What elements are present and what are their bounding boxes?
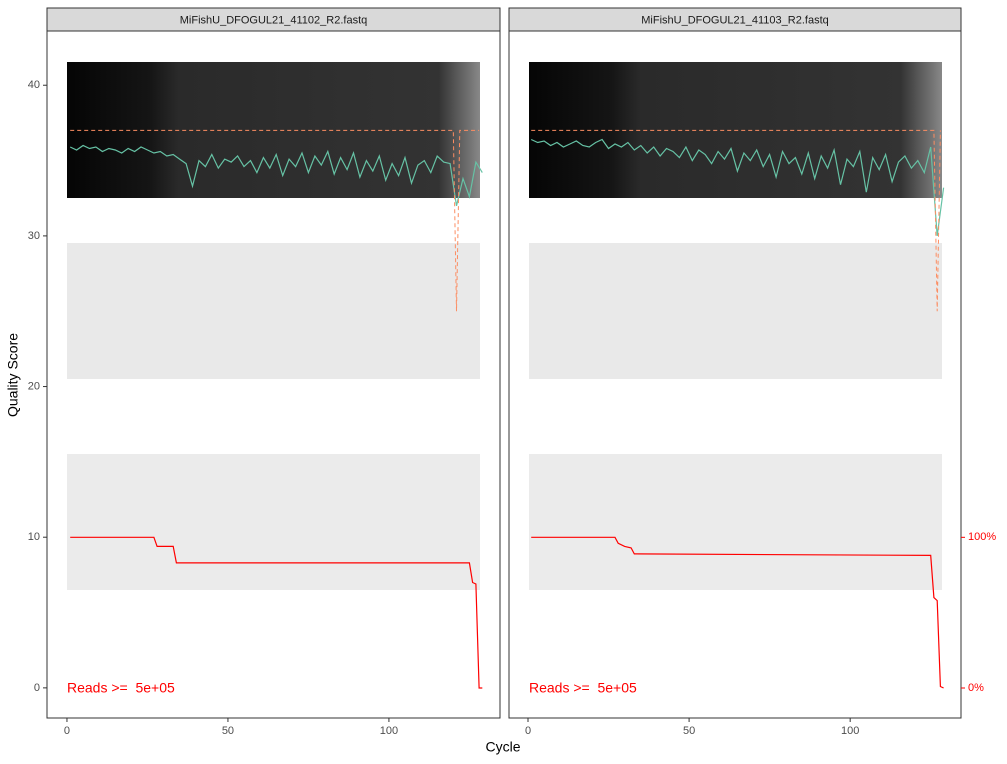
heat-band xyxy=(67,243,480,379)
series-line xyxy=(70,129,480,312)
y-tick-label: 40 xyxy=(28,79,40,91)
heat-band xyxy=(529,454,942,590)
y-tick-label: 20 xyxy=(28,380,40,392)
y2-tick-label: 100% xyxy=(968,531,996,543)
series-line xyxy=(70,536,483,689)
x-tick-label: 0 xyxy=(525,725,531,737)
x-tick-label: 100 xyxy=(380,725,398,737)
series-line xyxy=(531,129,941,312)
heat-band xyxy=(529,243,942,379)
x-axis-title: Cycle xyxy=(485,739,520,755)
series-line xyxy=(530,138,945,236)
x-tick-label: 50 xyxy=(683,725,695,737)
x-tick-label: 100 xyxy=(841,725,859,737)
y2-tick-label: 0% xyxy=(968,682,984,694)
strip-title: MiFishU_DFOGUL21_41102_R2.fastq xyxy=(180,14,368,26)
y-tick-label: 10 xyxy=(28,531,40,543)
y-tick-label: 30 xyxy=(28,230,40,242)
y-tick-label: 0 xyxy=(34,682,40,694)
series-line xyxy=(531,536,944,689)
strip-title: MiFishU_DFOGUL21_41103_R2.fastq xyxy=(641,14,829,26)
heat-band xyxy=(67,454,480,590)
x-tick-label: 50 xyxy=(222,725,234,737)
series-line xyxy=(69,144,483,206)
x-tick-label: 0 xyxy=(64,725,70,737)
y-axis-title: Quality Score xyxy=(5,333,21,417)
annotation: Reads >= 5e+05 xyxy=(67,680,175,696)
annotation: Reads >= 5e+05 xyxy=(529,680,637,696)
